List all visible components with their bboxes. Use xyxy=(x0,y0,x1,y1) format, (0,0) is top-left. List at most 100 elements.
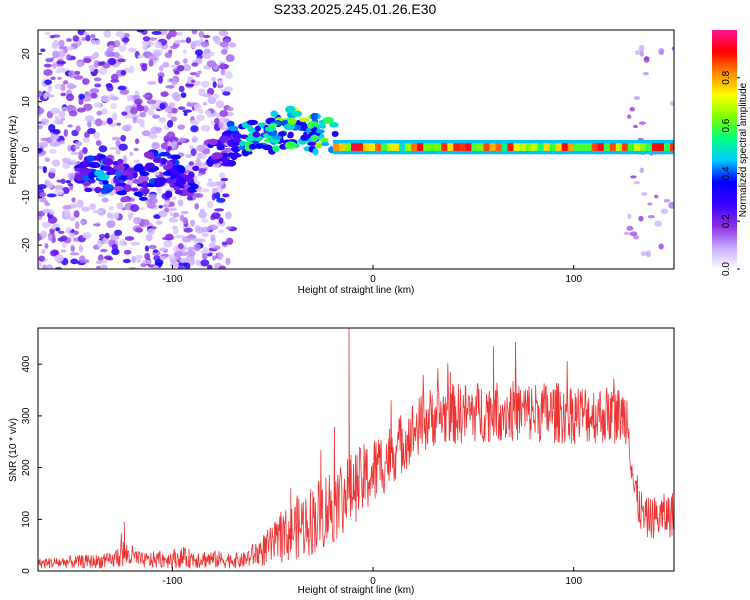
spectrogram-noise-mark xyxy=(78,244,84,253)
spectrogram-signal-mark xyxy=(320,137,329,144)
spectrogram-noise-mark xyxy=(153,50,161,58)
spectrogram-noise-mark xyxy=(76,61,83,68)
spectrogram-noise-mark xyxy=(121,37,130,43)
spectrogram-noise-mark xyxy=(629,106,635,112)
spectrogram-signal-mark xyxy=(307,141,318,146)
spectrogram-noise-mark xyxy=(198,168,207,172)
spectrogram-noise-mark xyxy=(164,200,170,206)
spectrogram-noise-mark xyxy=(220,177,229,182)
spectrogram-noise-mark xyxy=(215,181,224,187)
tone-band-segment xyxy=(399,143,406,151)
spectrogram-noise-mark xyxy=(175,234,185,239)
spectrogram-noise-mark xyxy=(41,266,49,269)
tone-band-segment xyxy=(338,143,346,151)
spectrogram-signal-mark xyxy=(94,186,102,194)
spectrogram-noise-mark xyxy=(641,192,648,196)
spectrogram-noise-mark xyxy=(171,225,178,230)
spectrogram-noise-mark xyxy=(221,241,228,246)
spectrogram-noise-mark xyxy=(166,119,174,128)
tone-band-segment xyxy=(381,143,388,151)
spectrogram-noise-mark xyxy=(174,39,181,45)
spectrogram-noise-mark xyxy=(219,62,226,70)
tone-band-segment xyxy=(639,143,647,151)
spectrogram-noise-mark xyxy=(151,30,162,35)
spectrogram-noise-mark xyxy=(39,191,47,198)
spectrogram-noise-mark xyxy=(69,173,75,181)
spectrogram-signal-mark xyxy=(247,126,254,133)
spectrogram-noise-mark xyxy=(111,243,118,251)
spectrogram-noise-mark xyxy=(164,107,172,113)
spectrogram-noise-mark xyxy=(168,102,176,108)
spectrogram-noise-mark xyxy=(141,130,151,137)
spectrogram-noise-mark xyxy=(163,239,173,248)
spectrogram-noise-mark xyxy=(660,208,669,214)
spectrogram-noise-mark xyxy=(93,68,99,74)
chart-title: S233.2025.245.01.26.E30 xyxy=(274,1,437,17)
spectrogram-signal-mark xyxy=(254,125,261,132)
spectrogram-signal-mark xyxy=(86,155,95,163)
spectrogram-noise-mark xyxy=(57,50,66,58)
spectrogram-signal-mark xyxy=(321,141,330,147)
spectrogram-noise-mark xyxy=(92,223,101,227)
spectrogram-noise-mark xyxy=(78,93,85,100)
tone-band-segment xyxy=(501,143,508,151)
spectrogram-noise-mark xyxy=(43,92,48,100)
spectrogram-noise-mark xyxy=(66,46,75,51)
spectrogram-noise-mark xyxy=(142,105,149,113)
spectrogram-noise-mark xyxy=(183,227,193,233)
spectrogram-noise-mark xyxy=(174,70,180,75)
tone-band-segment xyxy=(627,143,635,151)
spectrogram-noise-mark xyxy=(47,182,54,189)
spectrogram-noise-mark xyxy=(45,58,54,63)
spectrogram-noise-mark xyxy=(90,34,96,39)
spectrogram-noise-mark xyxy=(197,70,202,74)
spectrogram-noise-mark xyxy=(169,212,175,217)
spectrogram-noise-mark xyxy=(52,129,61,135)
spectrogram-noise-mark xyxy=(225,226,232,230)
spectrogram-noise-mark xyxy=(201,232,209,238)
snr-x-label: Height of straight line (km) xyxy=(298,585,415,596)
spectrogram-signal-mark xyxy=(153,180,161,188)
spectrogram-noise-mark xyxy=(654,194,659,199)
spectrogram-noise-mark xyxy=(43,63,52,68)
spectrogram-y-ticks: -20 -10 0 10 20 xyxy=(21,48,42,252)
spectrogram-signal-mark xyxy=(138,196,148,201)
colorbar-tick-label: 0.4 xyxy=(721,166,732,180)
spectrogram-noise-mark xyxy=(161,236,171,241)
spectrogram-noise-mark xyxy=(127,212,134,219)
spectrogram-noise-mark xyxy=(152,114,161,119)
spectrogram-noise-mark xyxy=(95,118,103,127)
spectrogram-signal-mark xyxy=(315,142,323,149)
spectrogram-noise-mark xyxy=(96,110,103,116)
spectrogram-noise-mark xyxy=(113,211,120,220)
spectrogram-signal-mark xyxy=(186,177,195,184)
spectrogram-y-tick-label: 20 xyxy=(21,48,32,60)
spectrogram-noise-mark xyxy=(100,248,108,253)
spectrogram-noise-mark xyxy=(626,225,634,231)
tone-band-segment xyxy=(344,143,352,151)
spectrogram-noise-mark xyxy=(178,137,187,143)
tone-band-segment xyxy=(525,143,533,151)
spectrogram-signal-mark xyxy=(287,131,294,139)
spectrogram-noise-mark xyxy=(167,112,173,118)
spectrogram-noise-mark xyxy=(118,45,127,52)
spectrogram-noise-mark xyxy=(225,257,231,266)
spectrogram-noise-mark xyxy=(82,232,92,239)
spectrogram-noise-mark xyxy=(81,37,87,41)
spectrogram-noise-mark xyxy=(144,245,150,252)
spectrogram-noise-mark xyxy=(627,114,632,119)
spectrogram-signal-mark xyxy=(133,164,145,172)
spectrogram-signal-mark xyxy=(120,196,130,203)
spectrogram-noise-mark xyxy=(218,217,224,224)
spectrogram-signal-mark xyxy=(82,175,90,182)
snr-y-label: SNR (10 * v/v) xyxy=(8,418,19,482)
spectrogram-signal-mark xyxy=(283,123,296,131)
spectrogram-noise-mark xyxy=(206,264,213,269)
spectrogram-noise-mark xyxy=(180,92,187,98)
spectrogram-signal-mark xyxy=(211,152,223,160)
spectrogram-y-tick-label: 0 xyxy=(21,146,32,152)
spectrogram-noise-mark xyxy=(183,111,188,116)
spectrogram-noise-mark xyxy=(147,197,158,205)
spectrogram-noise-mark xyxy=(82,78,90,85)
spectrogram-noise-mark xyxy=(223,38,231,43)
